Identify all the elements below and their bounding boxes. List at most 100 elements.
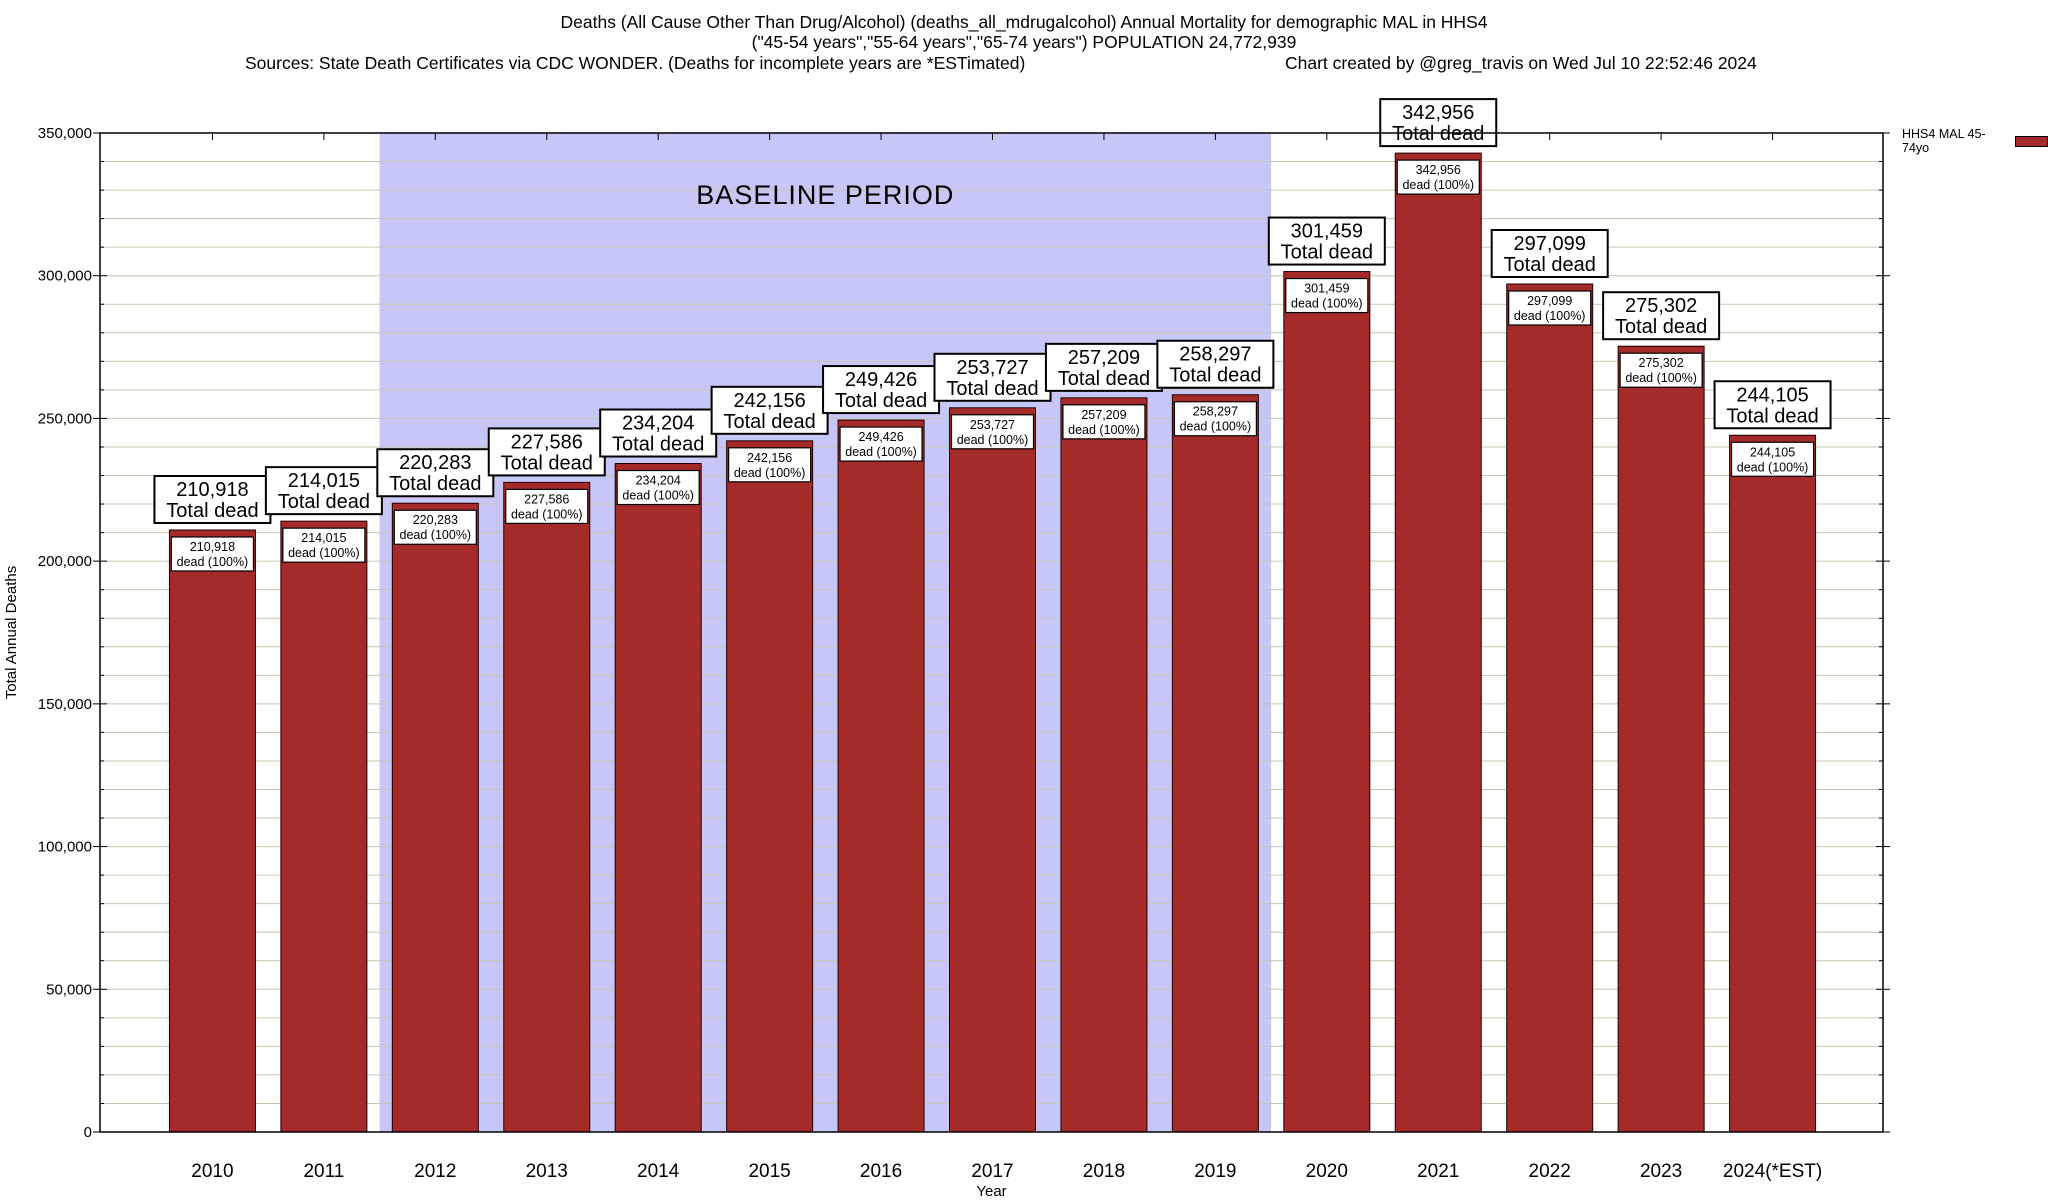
bar-total-label-box-2016 — [822, 365, 941, 415]
bar-total-label-text-2015: Total dead — [723, 411, 815, 433]
x-tick-label-2020: 2020 — [1306, 1161, 1348, 1182]
bar-total-label-text-2023: Total dead — [1615, 316, 1707, 338]
y-axis-title: Total Annual Deaths — [3, 566, 20, 699]
y-tick-label-350000: 350,000 — [38, 125, 92, 142]
bar-inside-label-value-2024(*EST): 244,105 — [1750, 445, 1795, 459]
bar-total-label-box-2014 — [599, 408, 718, 458]
y-tick-label-300000: 300,000 — [38, 268, 92, 285]
x-tick-label-2010: 2010 — [191, 1161, 233, 1182]
bar-inside-label-value-2016: 249,426 — [858, 430, 903, 444]
bar-inside-label-box-2015 — [728, 447, 812, 483]
y-tick-label-0: 0 — [84, 1124, 92, 1141]
bar-total-label-value-2020: 301,459 — [1291, 221, 1363, 243]
x-tick-label-2014: 2014 — [637, 1161, 680, 1182]
bar-inside-label-text-2017: dead (100%) — [957, 433, 1029, 447]
bar-inside-label-value-2012: 220,283 — [413, 513, 458, 527]
bar-inside-label-value-2010: 210,918 — [190, 540, 235, 554]
bar-inside-label-value-2020: 301,459 — [1304, 282, 1349, 296]
bar-inside-label-text-2024(*EST): dead (100%) — [1737, 460, 1809, 474]
bar-2021 — [1394, 152, 1482, 1133]
bar-inside-label-value-2017: 253,727 — [970, 418, 1015, 432]
bar-total-label-value-2017: 253,727 — [956, 357, 1028, 379]
legend-swatch — [2015, 135, 2048, 147]
x-tick-label-2019: 2019 — [1194, 1161, 1236, 1182]
bar-total-label-box-2021 — [1379, 98, 1498, 148]
bar-total-label-text-2024(*EST): Total dead — [1726, 405, 1818, 427]
bar-inside-label-text-2011: dead (100%) — [288, 546, 360, 560]
bar-inside-label-value-2018: 257,209 — [1081, 408, 1126, 422]
y-tick-label-50000: 50,000 — [46, 981, 92, 998]
created-by-note: Chart created by @greg_travis on Wed Jul… — [1285, 53, 1757, 73]
bar-inside-label-value-2013: 227,586 — [524, 492, 569, 506]
bar-2019 — [1171, 394, 1259, 1133]
bar-inside-label-box-2020 — [1285, 277, 1369, 314]
bar-total-label-box-2013 — [487, 427, 606, 477]
bar-total-label-value-2021: 342,956 — [1402, 102, 1474, 124]
bar-total-label-box-2020 — [1267, 216, 1386, 266]
bar-total-label-value-2010: 210,918 — [176, 479, 248, 501]
bar-total-label-value-2014: 234,204 — [622, 413, 694, 435]
bar-total-label-text-2013: Total dead — [501, 452, 593, 474]
bar-total-label-box-2010 — [153, 474, 272, 524]
y-tick-label-250000: 250,000 — [38, 410, 92, 427]
bar-inside-label-text-2022: dead (100%) — [1514, 309, 1586, 323]
y-tick-label-100000: 100,000 — [38, 839, 92, 856]
x-tick-label-2011: 2011 — [303, 1161, 344, 1182]
bar-inside-label-text-2013: dead (100%) — [511, 507, 583, 521]
bar-inside-label-value-2015: 242,156 — [747, 451, 792, 465]
bar-total-label-box-2017 — [933, 352, 1052, 402]
bar-inside-label-text-2018: dead (100%) — [1068, 423, 1140, 437]
chart-title: Deaths (All Cause Other Than Drug/Alcoho… — [560, 12, 1488, 32]
y-tick-label-150000: 150,000 — [38, 696, 92, 713]
bar-inside-label-box-2017 — [950, 414, 1035, 450]
bar-total-label-text-2012: Total dead — [389, 473, 481, 495]
bar-total-label-text-2014: Total dead — [612, 434, 704, 456]
bar-inside-label-text-2015: dead (100%) — [734, 466, 806, 480]
bar-total-label-box-2023 — [1602, 291, 1721, 341]
bar-2010 — [168, 529, 256, 1133]
bar-inside-label-text-2021: dead (100%) — [1402, 178, 1474, 192]
bar-inside-label-value-2014: 234,204 — [636, 474, 681, 488]
bar-total-label-value-2023: 275,302 — [1625, 295, 1697, 317]
x-axis-title: Year — [976, 1183, 1006, 1200]
bar-inside-label-box-2016 — [839, 426, 923, 462]
bar-2024(*EST) — [1729, 434, 1817, 1133]
bar-total-label-text-2010: Total dead — [166, 500, 258, 522]
legend: HHS4 MAL 45-74yo — [1902, 127, 2048, 155]
bar-total-label-text-2018: Total dead — [1058, 368, 1150, 390]
bar-inside-label-box-2018 — [1062, 404, 1146, 440]
bar-inside-label-box-2010 — [170, 536, 255, 572]
bar-total-label-value-2019: 258,297 — [1179, 344, 1251, 366]
bar-inside-label-box-2019 — [1173, 401, 1257, 437]
bar-2013 — [503, 481, 591, 1133]
plot-border — [99, 132, 1884, 1133]
bar-inside-label-box-2021 — [1396, 159, 1480, 195]
baseline-period-label: BASELINE PERIOD — [696, 180, 954, 210]
bar-total-label-text-2011: Total dead — [278, 491, 370, 513]
bar-total-label-text-2016: Total dead — [835, 390, 927, 412]
bar-2020 — [1283, 271, 1371, 1133]
bar-2016 — [837, 419, 925, 1133]
bar-total-label-box-2011 — [264, 466, 383, 516]
bar-inside-label-box-2024(*EST) — [1730, 441, 1815, 477]
bar-total-label-text-2017: Total dead — [946, 378, 1038, 400]
bar-inside-label-value-2021: 342,956 — [1416, 163, 1461, 177]
bar-inside-label-box-2023 — [1619, 352, 1703, 388]
x-tick-label-2013: 2013 — [526, 1161, 568, 1182]
x-tick-label-2018: 2018 — [1083, 1161, 1125, 1182]
bar-inside-label-text-2023: dead (100%) — [1625, 371, 1697, 385]
bar-total-label-box-2018 — [1044, 342, 1163, 392]
x-tick-label-2021: 2021 — [1417, 1161, 1459, 1182]
bar-2015 — [726, 440, 814, 1133]
bar-inside-label-box-2014 — [616, 469, 700, 506]
bar-total-label-text-2021: Total dead — [1392, 123, 1484, 145]
bar-total-label-value-2016: 249,426 — [845, 369, 917, 391]
bar-total-label-text-2020: Total dead — [1281, 242, 1373, 264]
bar-2011 — [280, 520, 368, 1133]
bar-total-label-text-2019: Total dead — [1169, 365, 1261, 387]
bar-inside-label-text-2016: dead (100%) — [845, 445, 917, 459]
y-tick-label-200000: 200,000 — [38, 553, 92, 570]
bar-inside-label-text-2019: dead (100%) — [1180, 420, 1252, 434]
bar-total-label-value-2013: 227,586 — [511, 431, 583, 453]
